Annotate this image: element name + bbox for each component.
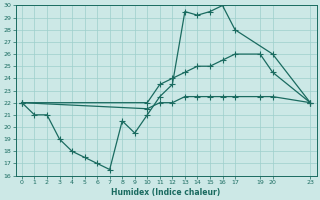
X-axis label: Humidex (Indice chaleur): Humidex (Indice chaleur) [111,188,221,197]
